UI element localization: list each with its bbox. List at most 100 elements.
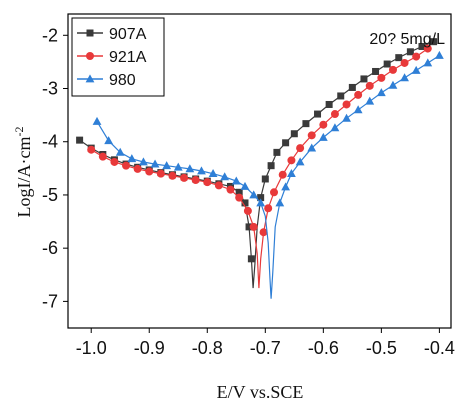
x-axis-ticks: -1.0 -0.9 -0.8 -0.7 -0.6 -0.5 -0.4 [76, 328, 455, 358]
data-point-921A [377, 73, 386, 82]
data-point-980 [173, 162, 183, 171]
data-point-980 [434, 50, 444, 59]
data-point-921A [342, 100, 351, 109]
data-point-921A [145, 167, 154, 176]
data-point-921A [354, 90, 363, 99]
legend-item: 980 [77, 72, 136, 89]
data-point-980 [318, 132, 328, 141]
data-point-980 [220, 172, 230, 181]
data-point-980 [307, 143, 317, 152]
data-point-980 [139, 157, 148, 166]
data-point-980 [115, 147, 125, 156]
data-point-980 [411, 65, 421, 74]
legend-label: 980 [109, 72, 136, 89]
data-point-907A [395, 54, 403, 62]
data-point-907A [314, 110, 322, 118]
data-point-907A [302, 120, 310, 128]
data-point-980 [231, 176, 241, 185]
series-921A [87, 44, 432, 289]
data-point-921A [319, 120, 328, 129]
data-point-980 [281, 182, 291, 191]
data-point-921A [287, 156, 296, 165]
data-point-921A [235, 193, 244, 202]
data-point-921A [243, 206, 252, 215]
data-point-980 [423, 58, 433, 67]
legend-marker [86, 52, 94, 60]
data-point-980 [330, 123, 340, 132]
data-point-907A [282, 139, 290, 147]
y-tick-label: -2 [42, 25, 58, 45]
data-point-921A [110, 157, 119, 166]
data-point-921A [87, 145, 96, 154]
data-point-921A [412, 52, 421, 61]
legend: 907A 921A 980 [71, 17, 165, 97]
x-tick-label: -0.9 [134, 338, 165, 358]
data-point-907A [247, 255, 255, 263]
data-point-907A [406, 48, 414, 56]
data-point-921A [249, 222, 258, 231]
data-point-980 [256, 198, 266, 207]
data-point-980 [104, 136, 114, 145]
data-point-921A [98, 152, 107, 161]
legend-marker [86, 29, 94, 37]
data-point-980 [92, 116, 102, 125]
data-point-921A [365, 81, 374, 90]
data-point-907A [257, 194, 265, 202]
data-point-921A [180, 173, 189, 182]
data-point-907A [290, 130, 298, 138]
data-point-907A [372, 67, 380, 75]
x-tick-label: -1.0 [76, 338, 107, 358]
y-axis-label-superscript: -2 [12, 127, 26, 137]
data-point-980 [295, 157, 305, 166]
data-point-980 [365, 96, 375, 105]
legend-label: 921A [109, 49, 147, 66]
data-point-921A [296, 144, 305, 153]
data-point-921A [330, 110, 339, 119]
x-tick-label: -0.4 [424, 338, 455, 358]
data-point-921A [133, 164, 142, 173]
data-point-980 [249, 190, 259, 199]
data-point-980 [162, 161, 172, 170]
data-point-907A [383, 60, 391, 68]
data-point-980 [388, 80, 398, 89]
data-point-921A [214, 181, 223, 190]
x-tick-label: -0.8 [192, 338, 223, 358]
data-point-921A [259, 228, 268, 237]
series-layer [76, 38, 444, 299]
data-point-980 [197, 166, 206, 175]
data-point-980 [287, 169, 296, 178]
data-point-980 [150, 159, 160, 168]
data-point-921A [203, 178, 212, 187]
y-tick-label: -6 [42, 238, 58, 258]
data-point-907A [337, 92, 345, 100]
data-point-921A [278, 170, 287, 179]
data-point-921A [423, 44, 432, 53]
data-point-921A [307, 131, 316, 140]
data-point-907A [76, 136, 84, 144]
y-axis-label: LogI/A·cm-2 [12, 127, 34, 218]
data-point-980 [353, 105, 363, 114]
data-point-907A [273, 148, 281, 156]
y-tick-label: -4 [42, 132, 58, 152]
data-point-921A [226, 185, 235, 194]
legend-item: 921A [77, 49, 147, 66]
x-axis-label: E/V vs.SCE [217, 382, 304, 402]
data-point-980 [127, 154, 137, 163]
y-tick-label: -5 [42, 185, 58, 205]
data-point-907A [418, 42, 426, 50]
data-point-907A [235, 188, 243, 196]
data-point-907A [348, 83, 356, 91]
data-point-907A [430, 38, 438, 46]
y-tick-label: -7 [42, 291, 58, 311]
legend-item: 907A [77, 26, 147, 43]
data-point-980 [342, 113, 351, 122]
data-point-921A [270, 188, 279, 197]
data-point-921A [400, 58, 409, 67]
annotation-label: 20? 5mg/L [369, 31, 445, 48]
plot-frame [67, 13, 452, 329]
data-point-980 [400, 73, 409, 82]
data-point-907A [261, 175, 269, 183]
x-tick-label: -0.6 [308, 338, 339, 358]
data-point-921A [388, 65, 397, 74]
